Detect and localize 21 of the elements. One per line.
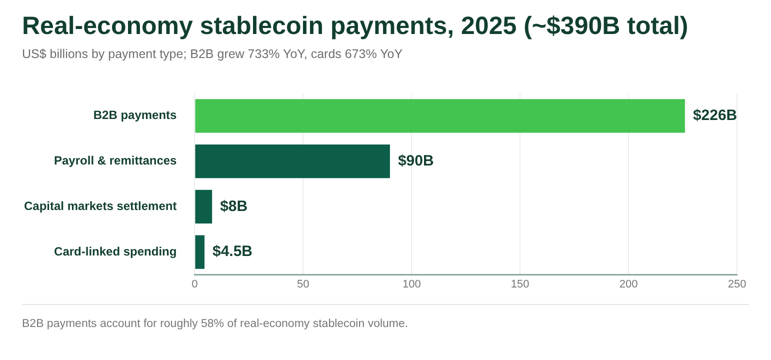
bar (195, 99, 685, 133)
x-tick-label: 50 (297, 278, 310, 290)
x-tick-label: 100 (402, 278, 421, 290)
text: B2B payments account for roughly 58% of real-economy stablecoin volume. (22, 318, 408, 330)
data-label: $90B (398, 152, 434, 170)
data-label: $226B (692, 107, 738, 124)
y-tick-label: Payroll & remittances (54, 154, 178, 168)
x-tick-label: 0 (192, 278, 198, 290)
x-tick-label: 250 (728, 278, 746, 290)
x-tick-label: 200 (619, 278, 638, 290)
data-label: $8B (220, 198, 248, 215)
bar (195, 190, 212, 224)
y-tick-label: Capital markets settlement (24, 199, 177, 214)
chart-subtitle: US$ billions by payment type; B2B grew 733% YoY, cards 673% YoY (22, 47, 403, 61)
bar (195, 144, 390, 178)
bar (195, 235, 204, 269)
data-label: $4.5B (212, 243, 253, 260)
y-tick-label: Card-linked spending (54, 244, 177, 258)
x-tick-label: 150 (510, 278, 530, 290)
y-tick-label: B2B payments (93, 108, 178, 122)
chart-title: Real-economy stablecoin payments, 2025 (~$390B total) (22, 12, 688, 41)
